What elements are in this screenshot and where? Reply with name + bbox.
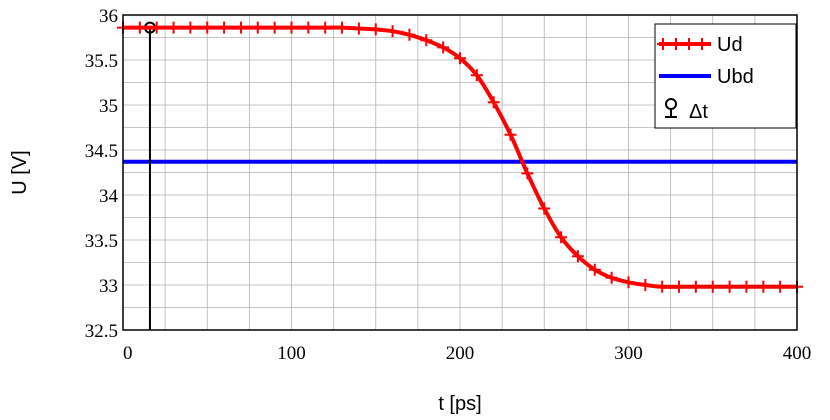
y-axis-label: U [V]: [9, 150, 31, 194]
ud-data-point: [319, 21, 332, 34]
x-tick-label: 200: [446, 343, 475, 364]
ud-data-point: [251, 21, 264, 34]
ud-data-point: [369, 23, 382, 36]
ud-data-point: [656, 280, 669, 293]
ud-data-point: [285, 21, 298, 34]
ud-data-point: [184, 21, 197, 34]
ud-data-point: [470, 69, 483, 82]
ud-data-point: [487, 96, 500, 109]
plot-frame: [122, 14, 798, 331]
y-tick-label: 36: [99, 6, 118, 27]
ud-data-point: [218, 21, 231, 34]
ud-data-point: [437, 41, 450, 54]
legend-marker-ud: [696, 38, 708, 50]
ud-data-point: [639, 279, 652, 291]
ud-data-point: [403, 28, 416, 41]
y-tick-label: 33: [99, 276, 118, 297]
ud-data-point: [133, 21, 146, 34]
ud-data-point: [352, 22, 365, 35]
ud-data-point: [167, 21, 180, 34]
x-tick-label: 300: [614, 343, 643, 364]
legend-marker-ud: [683, 38, 695, 50]
ud-data-point: [268, 21, 281, 34]
x-tick-label: 100: [277, 343, 306, 364]
legend-label-ud: Ud: [717, 34, 743, 56]
ud-data-point: [234, 21, 247, 34]
legend-label-ubd: Ubd: [717, 66, 754, 88]
ud-data-point: [336, 21, 349, 34]
y-tick-label: 35.5: [85, 51, 118, 72]
y-tick-label: 34.5: [85, 141, 118, 162]
legend-marker-ud: [657, 38, 669, 50]
tick-labels: 0 100 200 300 400 32.5 33 33.5 34 34.5 35 35.5 36: [85, 6, 812, 364]
series-layer: [117, 21, 803, 330]
ud-data-point: [454, 52, 466, 65]
ud-data-point: [740, 280, 753, 293]
ud-data-point: [521, 167, 534, 180]
y-tick-label: 33.5: [85, 231, 118, 252]
ud-data-point: [386, 25, 399, 38]
ud-data-point: [555, 231, 568, 244]
ud-data-point: [622, 276, 635, 289]
ud-data-point: [201, 21, 214, 34]
y-tick-label: 34: [99, 186, 119, 207]
ud-data-point: [774, 280, 787, 293]
x-axis-label: t [ps]: [438, 393, 481, 415]
ud-data-point: [605, 271, 618, 284]
legend-label-delta-t: Δt: [689, 101, 708, 123]
y-tick-label: 35: [99, 96, 118, 117]
ud-data-point: [588, 263, 601, 276]
ud-data-point: [571, 250, 584, 263]
ud-data-point: [689, 280, 702, 293]
grid: [123, 15, 797, 330]
ud-data-point: [673, 280, 686, 293]
ud-data-point: [302, 21, 315, 34]
legend-marker-ud: [670, 38, 682, 50]
x-tick-label: 400: [783, 343, 812, 364]
ud-data-point: [706, 280, 719, 293]
ud-data-point: [504, 128, 517, 141]
ud-data-point: [538, 202, 551, 215]
legend: Ud Ubd Δt: [654, 23, 797, 129]
ud-data-point: [150, 21, 163, 34]
ud-data-point: [757, 280, 770, 293]
ud-data-point: [420, 34, 433, 47]
x-tick-label: 0: [123, 343, 133, 364]
ud-data-point: [723, 280, 736, 293]
y-tick-label: 32.5: [85, 321, 118, 342]
